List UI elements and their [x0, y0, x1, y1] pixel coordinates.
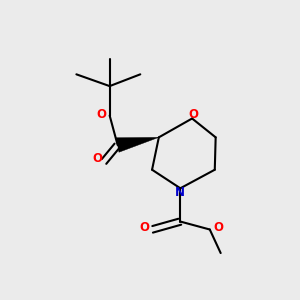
- Text: O: O: [92, 152, 102, 165]
- Text: O: O: [213, 220, 223, 234]
- Text: N: N: [175, 186, 185, 199]
- Text: O: O: [140, 220, 150, 234]
- Text: O: O: [189, 108, 199, 121]
- Polygon shape: [116, 137, 159, 152]
- Text: O: O: [96, 108, 106, 121]
